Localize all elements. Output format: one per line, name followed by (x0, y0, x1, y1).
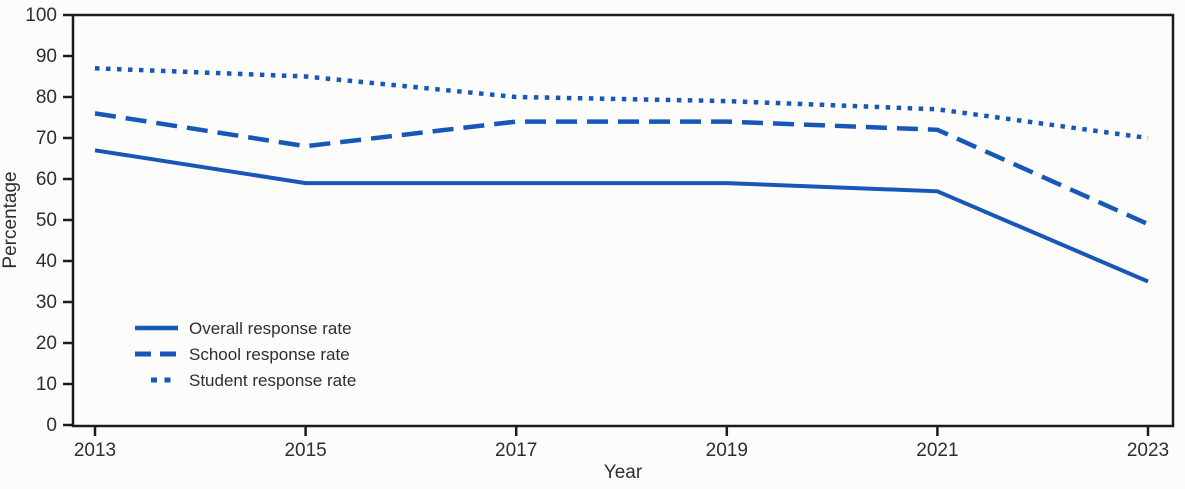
series-line-student-response-rate (94, 66, 1149, 141)
y-tick-label: 30 (36, 292, 57, 313)
y-tick-label: 10 (36, 374, 57, 395)
x-tick-label: 2023 (1127, 440, 1169, 461)
y-tick-label: 50 (36, 210, 57, 231)
y-tick-label: 70 (36, 128, 57, 149)
y-tick-label: 40 (36, 251, 57, 272)
x-tick-label: 2013 (74, 440, 116, 461)
series-line-school-response-rate (94, 111, 1149, 227)
y-tick-label: 90 (36, 46, 57, 67)
y-tick-label: 20 (36, 333, 57, 354)
legend-label: Student response rate (189, 371, 356, 390)
y-tick-label: 100 (25, 5, 57, 26)
x-axis: 2013 2015 2017 2019 2021 2023 (74, 426, 1169, 461)
y-axis-title: Percentage (0, 171, 21, 268)
legend-item-overall-response-rate: Overall response rate (135, 319, 352, 338)
y-tick-label: 0 (46, 415, 57, 436)
legend-label: Overall response rate (189, 319, 352, 338)
data-series (94, 66, 1149, 284)
y-tick-label: 60 (36, 169, 57, 190)
legend-item-school-response-rate: School response rate (135, 345, 350, 364)
series-line-overall-response-rate (94, 148, 1149, 284)
x-tick-label: 2021 (916, 440, 958, 461)
x-tick-label: 2015 (284, 440, 326, 461)
legend: Overall response rate School response rat… (135, 319, 356, 390)
y-axis: 0 10 20 30 40 50 60 70 80 90 100 (25, 5, 73, 436)
x-axis-title: Year (604, 462, 643, 483)
x-tick-label: 2019 (706, 440, 748, 461)
x-tick-label: 2017 (495, 440, 537, 461)
y-tick-label: 80 (36, 87, 57, 108)
legend-item-student-response-rate: Student response rate (151, 371, 356, 390)
legend-label: School response rate (189, 345, 350, 364)
